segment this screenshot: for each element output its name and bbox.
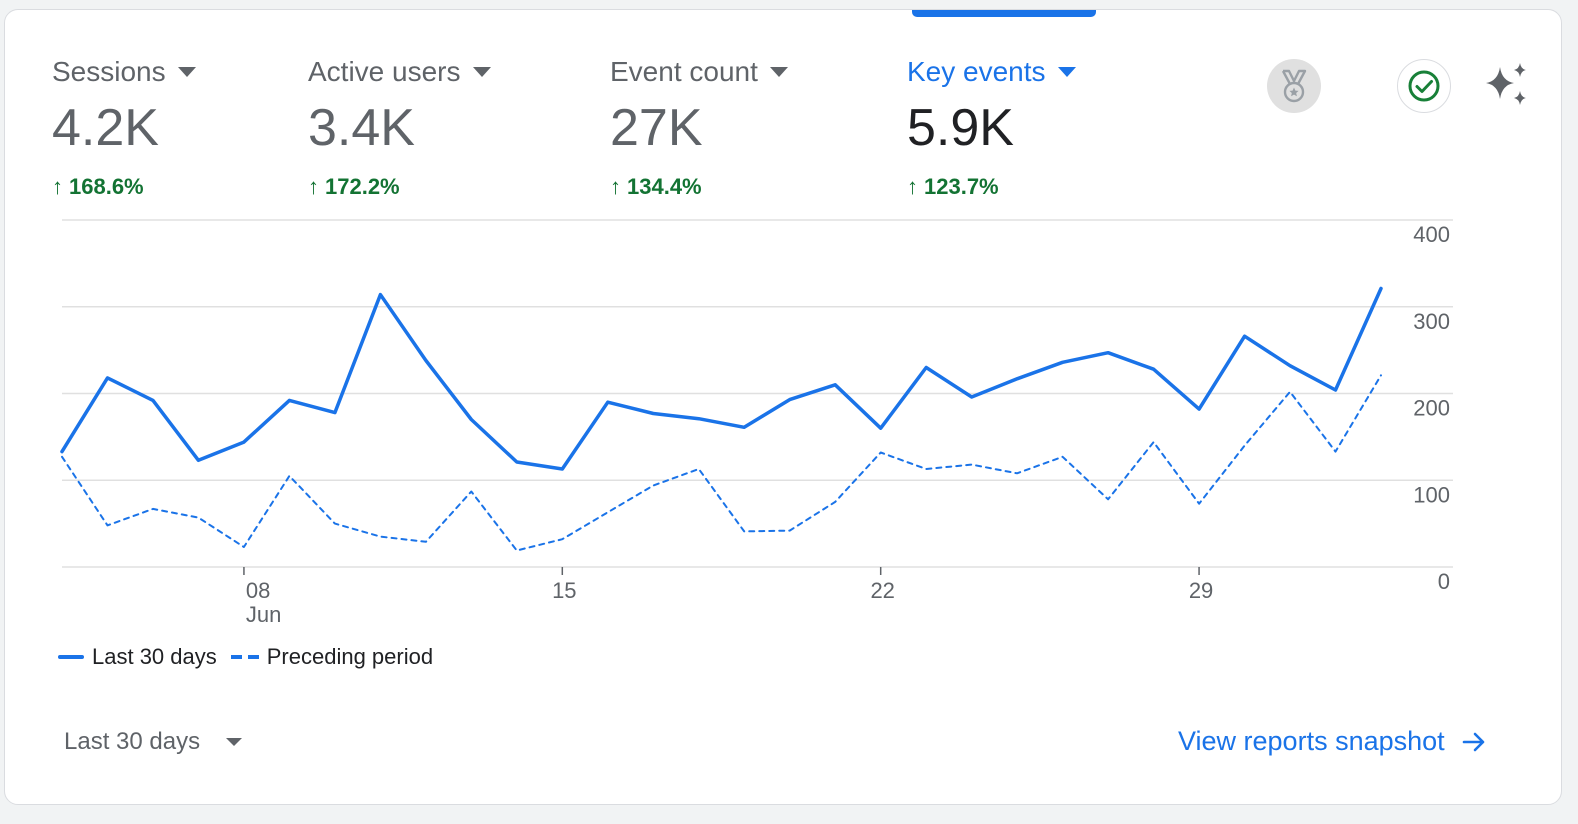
arrow-up-icon: ↑ (308, 174, 319, 199)
legend-item-preceding: Preceding period (230, 644, 434, 670)
y-tick-label: 300 (1413, 309, 1450, 334)
legend-solid-swatch (58, 655, 84, 659)
metric-active-users-label: Active users (308, 56, 461, 87)
caret-down-icon (472, 67, 491, 77)
arrow-up-icon: ↑ (610, 174, 621, 199)
medal-icon (1281, 69, 1307, 103)
metric-active-users-value: 3.4K (308, 99, 415, 157)
y-tick-label: 400 (1413, 222, 1450, 247)
legend-label-preceding: Preceding period (266, 644, 434, 669)
chart-series (60, 286, 1383, 552)
caret-down-icon (1057, 67, 1076, 77)
metric-sessions-change: ↑ 168.6% (52, 174, 196, 200)
view-reports-snapshot-link[interactable]: View reports snapshot (1178, 726, 1487, 757)
metric-key-events-change-value: 123.7% (924, 174, 999, 199)
metric-key-events-value: 5.9K (907, 99, 1014, 157)
caret-down-icon (769, 67, 788, 77)
caret-down-icon (177, 67, 196, 77)
check-circle-icon (1408, 70, 1440, 102)
metric-key-events-label: Key events (907, 56, 1046, 87)
metric-event-count[interactable]: Event count 27K ↑ 134.4% (610, 56, 788, 200)
metric-event-count-change-value: 134.4% (627, 174, 702, 199)
metric-active-users-selector[interactable]: Active users (308, 56, 491, 88)
date-range-label: Last 30 days (64, 728, 201, 755)
metric-active-users-change: ↑ 172.2% (308, 174, 491, 200)
metric-active-users-change-value: 172.2% (325, 174, 400, 199)
legend-label-current: Last 30 days (92, 644, 217, 669)
chart-grid (62, 219, 1453, 568)
date-range-dropdown[interactable]: Last 30 days (64, 728, 243, 756)
sparkle-icon (1486, 63, 1526, 105)
check-status-button[interactable] (1397, 59, 1451, 113)
y-tick-label: 0 (1438, 569, 1450, 594)
metric-sessions-label: Sessions (52, 56, 166, 87)
metric-key-events-selector[interactable]: Key events (907, 56, 1076, 88)
medal-icon-button[interactable] (1267, 59, 1321, 113)
metric-active-users[interactable]: Active users 3.4K ↑ 172.2% (308, 56, 491, 200)
metric-event-count-change: ↑ 134.4% (610, 174, 788, 200)
arrow-up-icon: ↑ (52, 174, 63, 199)
metric-sessions-change-value: 168.6% (69, 174, 144, 199)
x-tick-label: 22 (870, 578, 894, 603)
x-tick-label: 15 (552, 578, 576, 603)
metric-event-count-value: 27K (610, 99, 703, 157)
chart-legend: Last 30 days Preceding period (58, 644, 447, 670)
series-line-last-30-days (60, 286, 1383, 471)
caret-down-icon (226, 738, 243, 746)
metric-event-count-label: Event count (610, 56, 758, 87)
metric-key-events[interactable]: Key events 5.9K ↑ 123.7% (907, 56, 1076, 200)
view-reports-snapshot-label: View reports snapshot (1178, 726, 1445, 756)
y-tick-label: 200 (1413, 396, 1450, 421)
x-tick-label: 29 (1189, 578, 1213, 603)
y-tick-label: 100 (1413, 482, 1450, 507)
overview-card: Sessions 4.2K ↑ 168.6% Active users 3.4K… (4, 9, 1562, 805)
x-tick-label: 08 (246, 578, 270, 603)
arrow-up-icon: ↑ (907, 174, 918, 199)
x-tick-sublabel: Jun (246, 602, 281, 627)
y-axis: 400 300 200 100 0 (1413, 222, 1450, 594)
legend-item-current: Last 30 days (58, 644, 217, 670)
metric-key-events-change: ↑ 123.7% (907, 174, 1076, 200)
insights-button[interactable] (1480, 57, 1534, 111)
metric-sessions-value: 4.2K (52, 99, 159, 157)
series-line-preceding-period (61, 374, 1382, 552)
metric-event-count-selector[interactable]: Event count (610, 56, 788, 88)
metric-sessions-selector[interactable]: Sessions (52, 56, 196, 88)
legend-dashed-swatch (230, 655, 259, 659)
arrow-right-icon (1462, 732, 1484, 751)
metric-sessions[interactable]: Sessions 4.2K ↑ 168.6% (52, 56, 196, 200)
active-tab-indicator (912, 10, 1096, 17)
